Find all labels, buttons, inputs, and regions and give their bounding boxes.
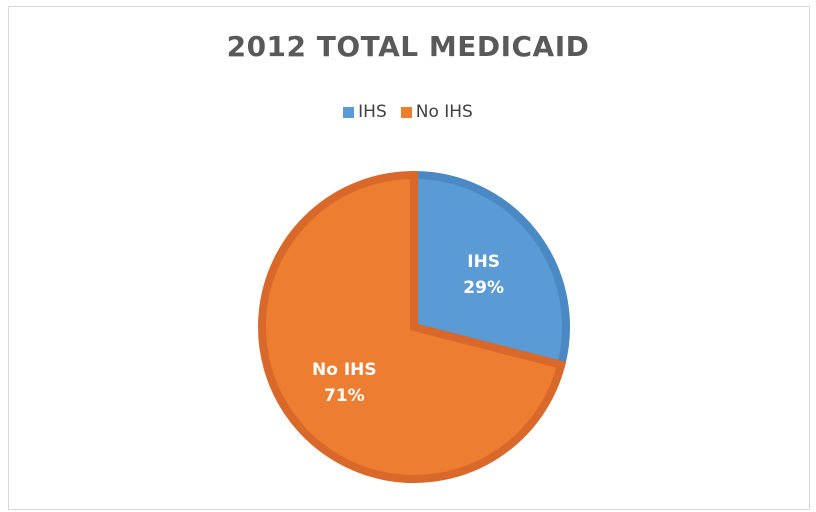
pie-slice-ihs — [410, 170, 570, 370]
legend-swatch-no-ihs — [400, 106, 412, 118]
chart-legend: IHS No IHS — [0, 102, 816, 122]
slice-percent-ihs: 29% — [463, 278, 504, 298]
chart-title: 2012 TOTAL MEDICAID — [226, 30, 590, 63]
legend-label-no-ihs: No IHS — [415, 102, 473, 122]
legend-label-ihs: IHS — [358, 102, 387, 122]
pie-slice-no-ihs — [258, 170, 567, 483]
slice-label-no-ihs: No IHS — [312, 360, 377, 380]
slice-label-ihs: IHS — [467, 252, 500, 272]
legend-item-no-ihs: No IHS — [400, 102, 473, 122]
slice-percent-no-ihs: 71% — [324, 386, 365, 406]
legend-item-ihs: IHS — [343, 102, 387, 122]
legend-swatch-ihs — [343, 106, 355, 118]
